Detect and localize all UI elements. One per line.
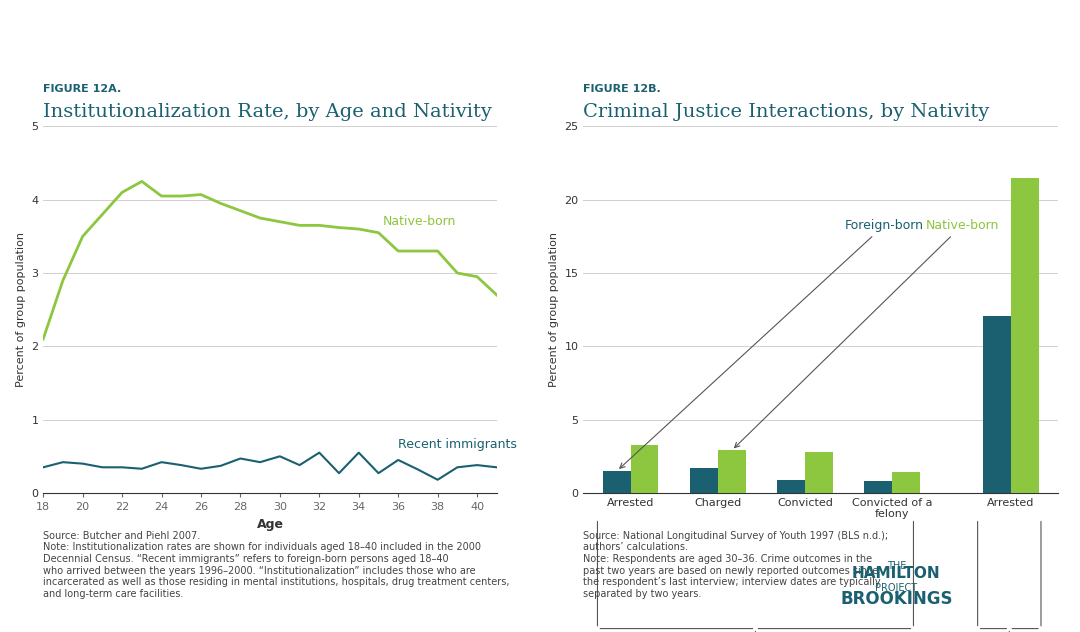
- Y-axis label: Percent of group population: Percent of group population: [15, 232, 26, 387]
- Text: Native-born: Native-born: [734, 219, 999, 447]
- Bar: [778, 480, 805, 493]
- Text: Source: National Longitudinal Survey of Youth 1997 (BLS n.d.);
authors’ calculat: Source: National Longitudinal Survey of …: [583, 531, 889, 599]
- Text: HAMILTON: HAMILTON: [852, 566, 941, 581]
- Bar: [983, 315, 1011, 493]
- Text: Foreign-born: Foreign-born: [620, 219, 923, 468]
- Text: Native-born: Native-born: [382, 216, 456, 228]
- Bar: [603, 471, 631, 493]
- Text: Criminal Justice Interactions, by Nativity: Criminal Justice Interactions, by Nativi…: [583, 103, 989, 121]
- Bar: [631, 444, 659, 493]
- Bar: [1011, 178, 1039, 493]
- Text: THE: THE: [887, 561, 906, 571]
- Bar: [892, 473, 920, 493]
- Bar: [805, 452, 833, 493]
- X-axis label: Age: Age: [257, 518, 283, 530]
- Text: Recent immigrants: Recent immigrants: [399, 437, 517, 451]
- Bar: [864, 481, 892, 493]
- Text: PROJECT: PROJECT: [875, 583, 918, 593]
- Text: Institutionalization Rate, by Age and Nativity: Institutionalization Rate, by Age and Na…: [43, 103, 492, 121]
- Bar: [690, 468, 718, 493]
- Text: Source: Butcher and Piehl 2007.
Note: Institutionalization rates are shown for i: Source: Butcher and Piehl 2007. Note: In…: [43, 531, 510, 599]
- Text: BROOKINGS: BROOKINGS: [840, 590, 953, 607]
- Text: FIGURE 12B.: FIGURE 12B.: [583, 83, 661, 94]
- Y-axis label: Percent of group population: Percent of group population: [549, 232, 558, 387]
- Text: FIGURE 12A.: FIGURE 12A.: [43, 83, 121, 94]
- Bar: [718, 451, 745, 493]
